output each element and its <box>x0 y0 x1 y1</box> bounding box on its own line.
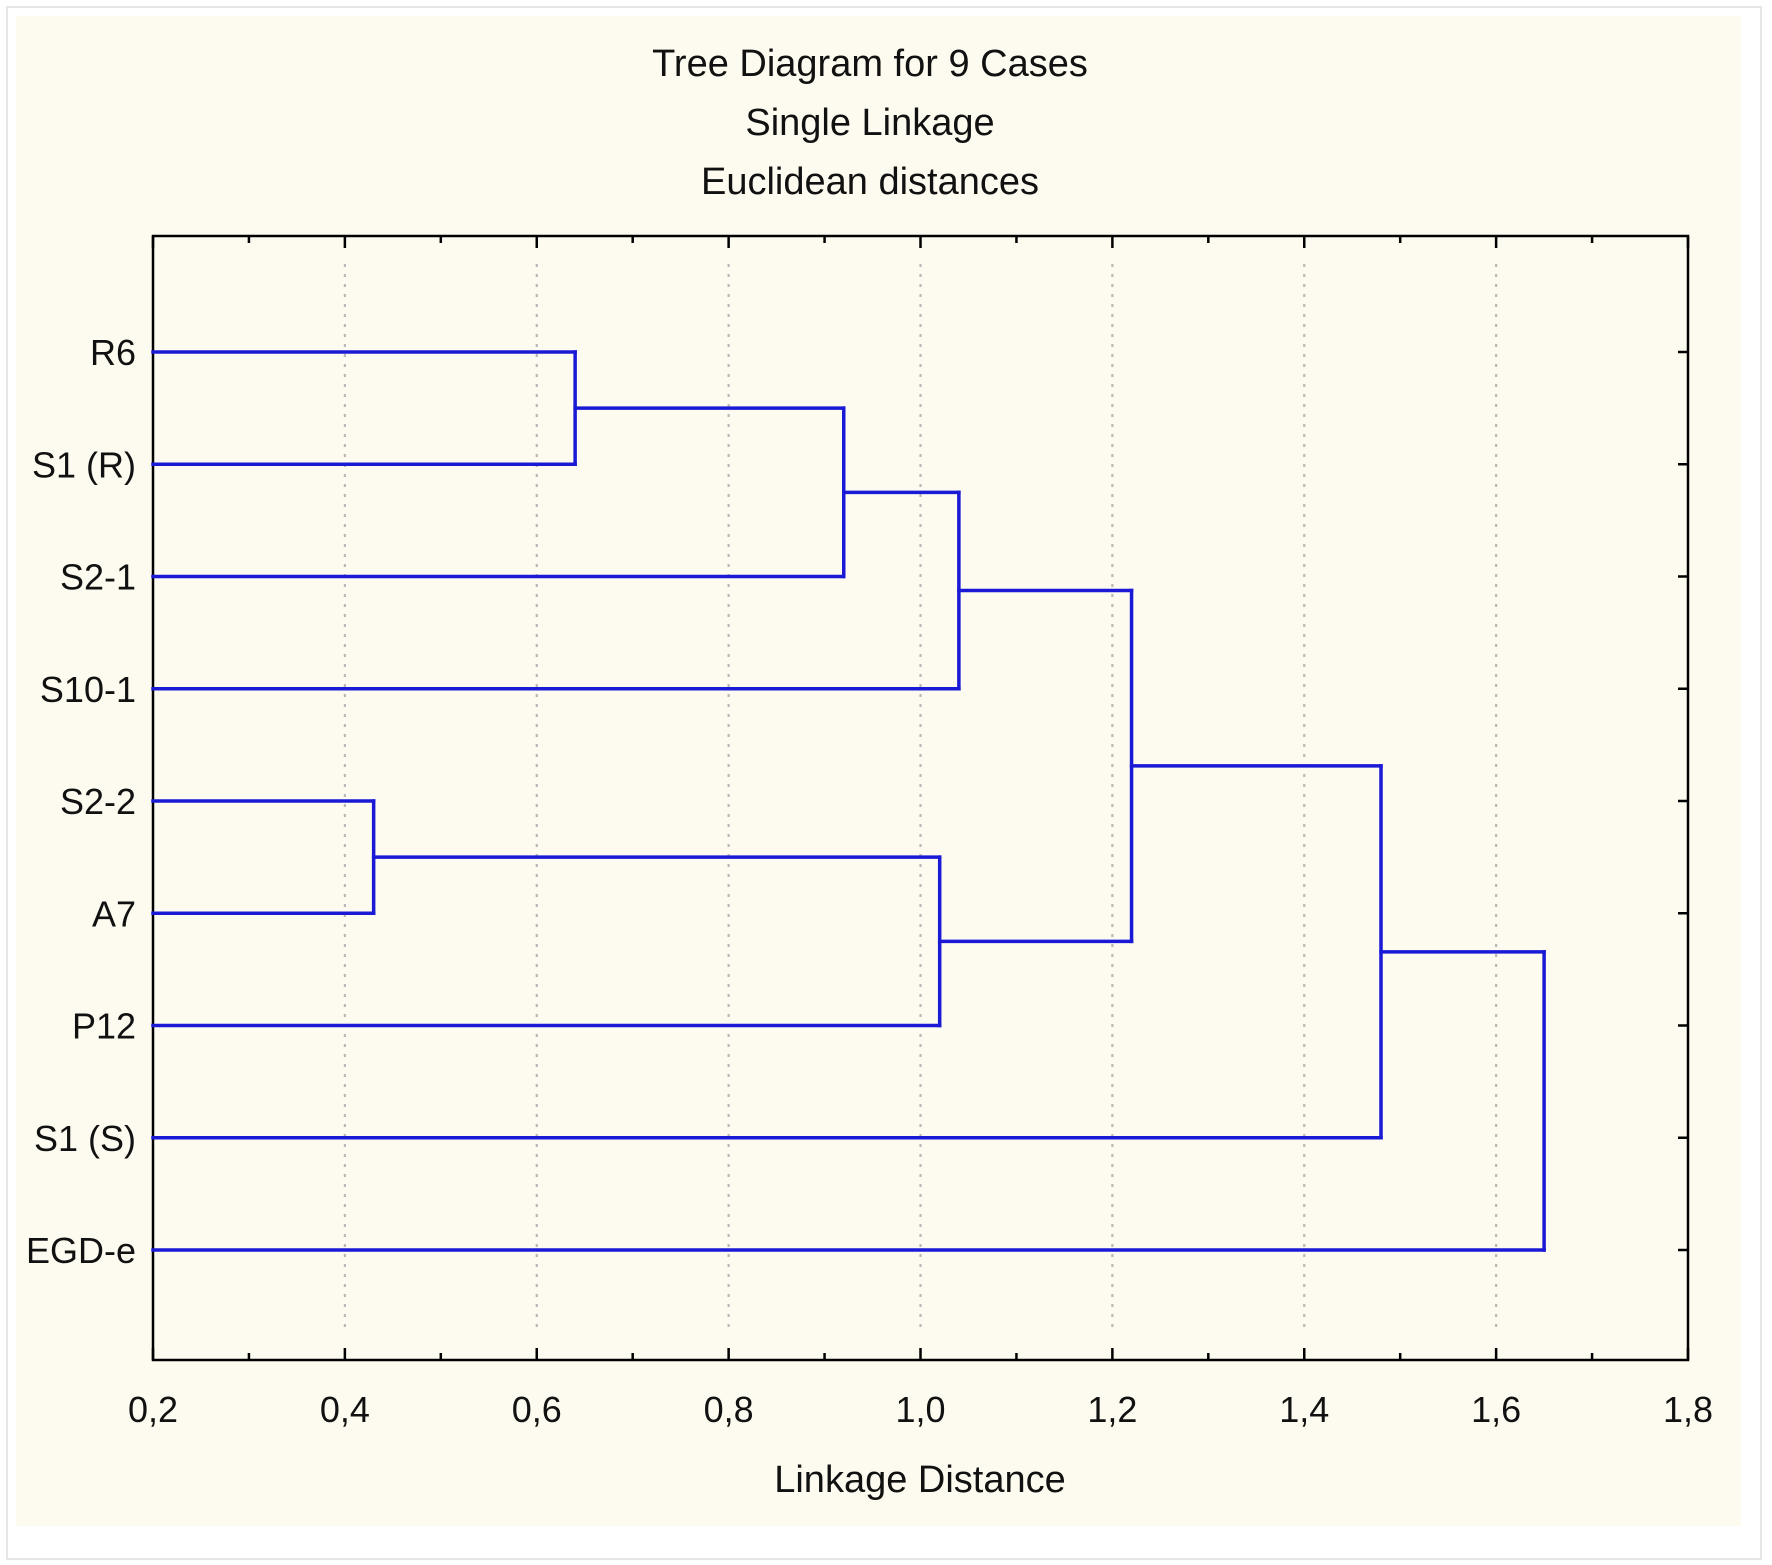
axis-ticks <box>151 236 1690 1360</box>
case-label: A7 <box>92 893 136 934</box>
case-label: S1 (R) <box>32 444 136 485</box>
chart-frame <box>6 6 1762 1560</box>
dendrogram-links <box>151 350 1546 1252</box>
x-axis-title: Linkage Distance <box>774 1459 1066 1501</box>
x-tick-label: 0,8 <box>704 1389 754 1430</box>
chart-title: Tree Diagram for 9 Cases Single Linkage … <box>652 43 1088 203</box>
chart-title-line-2: Single Linkage <box>745 102 994 144</box>
x-tick-label: 1,0 <box>895 1389 945 1430</box>
chart-area <box>16 16 1741 1526</box>
case-label: R6 <box>90 332 136 373</box>
x-tick-label: 0,6 <box>512 1389 562 1430</box>
x-tick-label: 1,4 <box>1279 1389 1329 1430</box>
case-labels: R6 S1 (R) S2-1 S10-1 S2-2 A7 P12 S1 (S) EGD-e <box>26 332 136 1271</box>
chart-title-line-1: Tree Diagram for 9 Cases <box>652 43 1088 85</box>
x-axis-tick-labels: 0,2 0,4 0,6 0,8 1,0 1,2 1,4 1,6 1,8 <box>128 1389 1713 1430</box>
x-tick-label: 0,2 <box>128 1389 178 1430</box>
case-label: S1 (S) <box>34 1118 136 1159</box>
x-tick-label: 1,2 <box>1087 1389 1137 1430</box>
case-label: S2-2 <box>60 781 136 822</box>
case-label: S2-1 <box>60 557 136 598</box>
x-tick-label: 1,6 <box>1471 1389 1521 1430</box>
case-label: P12 <box>72 1006 136 1047</box>
chart-title-line-3: Euclidean distances <box>701 161 1039 203</box>
case-label: EGD-e <box>26 1230 136 1271</box>
case-label: S10-1 <box>40 669 136 710</box>
x-tick-label: 1,8 <box>1663 1389 1713 1430</box>
gridlines <box>343 264 1498 1332</box>
x-tick-label: 0,4 <box>320 1389 370 1430</box>
